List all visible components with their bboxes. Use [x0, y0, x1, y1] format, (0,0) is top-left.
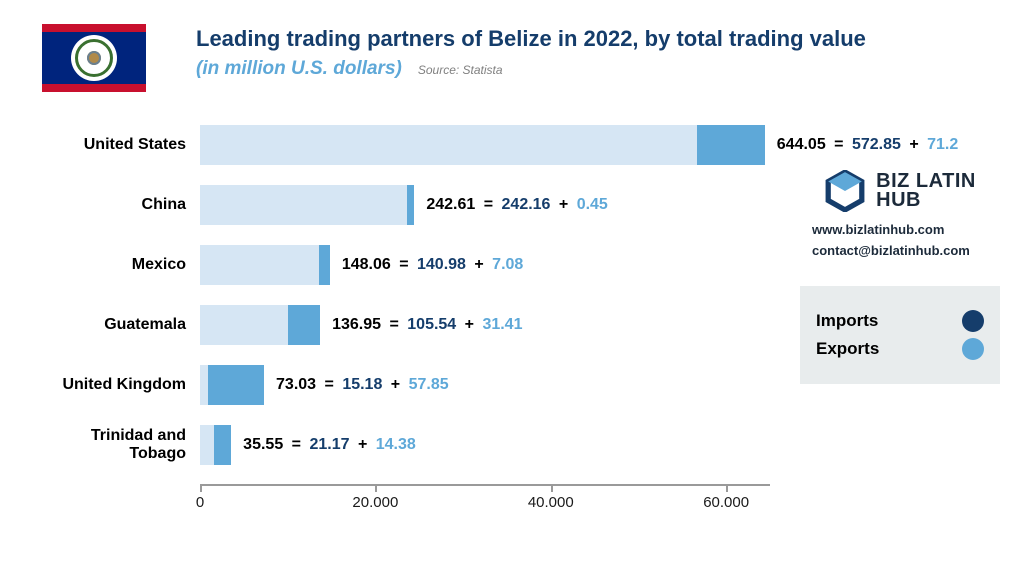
x-tick [551, 484, 553, 492]
chart-plot: 020.00040.00060.000 [200, 118, 770, 498]
imports-value: 572.85 [852, 136, 901, 153]
x-tick-label: 60.000 [703, 494, 749, 511]
x-tick-label: 40.000 [528, 494, 574, 511]
infographic-page: Leading trading partners of Belize in 20… [0, 0, 1024, 576]
brand-name-line2: HUB [876, 191, 976, 210]
y-axis-label: Trinidad and Tobago [30, 427, 200, 463]
legend: Imports Exports [800, 286, 1000, 384]
y-axis-label: United States [30, 136, 200, 154]
bar-chart: United States644.05 = 572.85 + 71.2China… [30, 108, 800, 548]
legend-label: Imports [816, 311, 878, 331]
y-axis-label: Guatemala [30, 316, 200, 334]
x-tick [726, 484, 728, 492]
legend-swatch-exports [962, 338, 984, 360]
total-value: 644.05 [777, 136, 826, 153]
brand-website: www.bizlatinhub.com [800, 222, 1000, 237]
legend-swatch-imports [962, 310, 984, 332]
exports-value: 71.2 [927, 136, 958, 153]
source-label: Source: Statista [418, 63, 503, 77]
value-label: 644.05 = 572.85 + 71.2 [777, 136, 958, 154]
legend-item-exports: Exports [816, 338, 984, 360]
y-axis-label: China [30, 196, 200, 214]
brand-name: BIZ LATIN HUB [876, 172, 976, 210]
header: Leading trading partners of Belize in 20… [196, 26, 994, 80]
belize-flag [42, 24, 146, 92]
legend-item-imports: Imports [816, 310, 984, 332]
x-tick-label: 0 [196, 494, 204, 511]
page-title: Leading trading partners of Belize in 20… [196, 26, 994, 52]
y-axis-label: Mexico [30, 256, 200, 274]
x-tick [375, 484, 377, 492]
subtitle: (in million U.S. dollars) [196, 58, 402, 80]
x-tick-label: 20.000 [352, 494, 398, 511]
sidebar: BIZ LATIN HUB www.bizlatinhub.com contac… [800, 170, 1000, 384]
y-axis-label: United Kingdom [30, 376, 200, 394]
hex-logo-icon [824, 170, 866, 212]
legend-label: Exports [816, 339, 879, 359]
brand-logo: BIZ LATIN HUB [800, 170, 1000, 212]
brand-email: contact@bizlatinhub.com [800, 243, 1000, 258]
x-axis-line [200, 484, 770, 486]
x-tick [200, 484, 202, 492]
